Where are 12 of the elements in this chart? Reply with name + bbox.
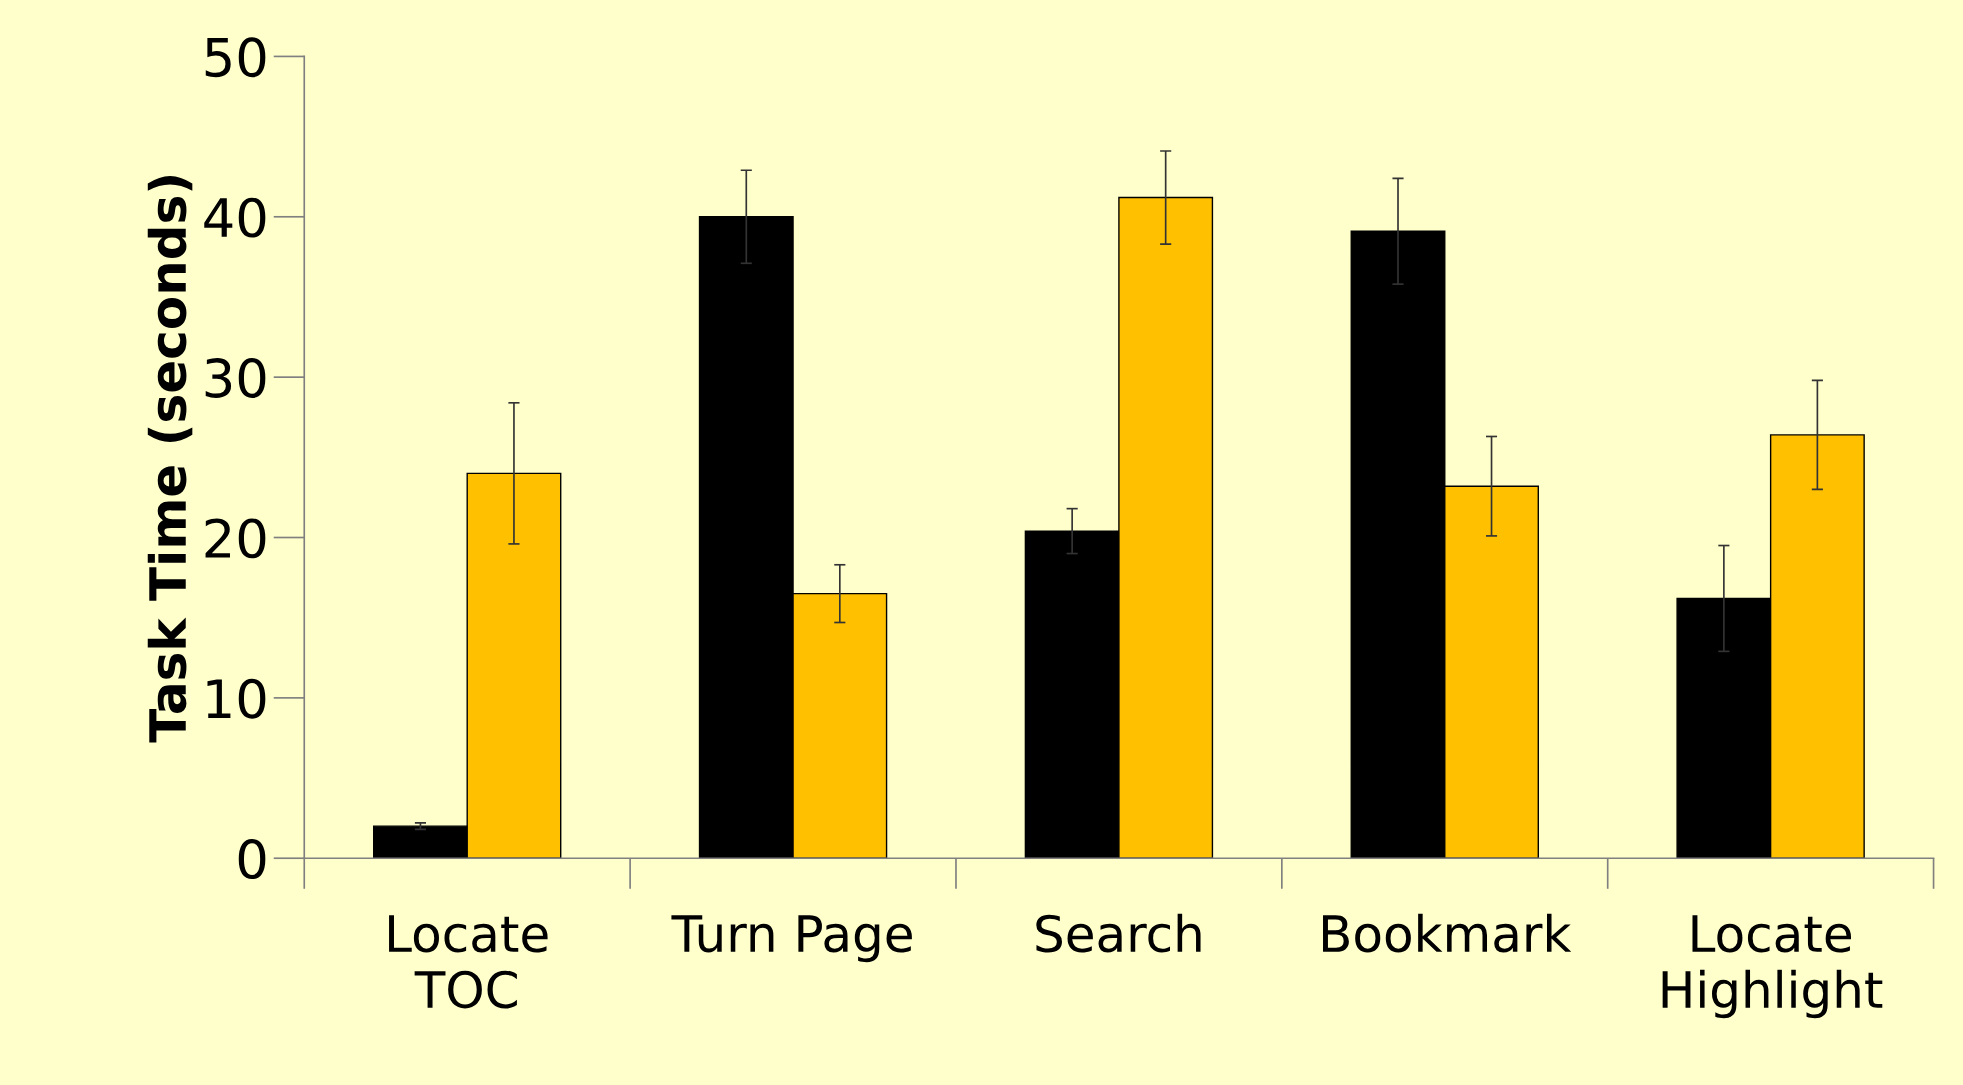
y-tick-label: 0 (238, 839, 266, 880)
x-tick-label: Locate TOC (389, 915, 548, 1009)
y-axis-title: Task Time (seconds) (147, 176, 193, 743)
y-tick-label: 30 (205, 358, 266, 398)
y-tick-label: 50 (205, 37, 266, 78)
y-tick-label: 20 (205, 518, 266, 559)
x-tick-label: Search (1036, 913, 1201, 953)
x-tick-label: Turn Page (671, 915, 912, 963)
x-tick-label: Bookmark (1323, 913, 1572, 953)
y-tick-label: 40 (204, 197, 266, 238)
x-tick-label: Locate Highlight (1662, 915, 1883, 1019)
y-tick-label: 10 (207, 678, 266, 719)
